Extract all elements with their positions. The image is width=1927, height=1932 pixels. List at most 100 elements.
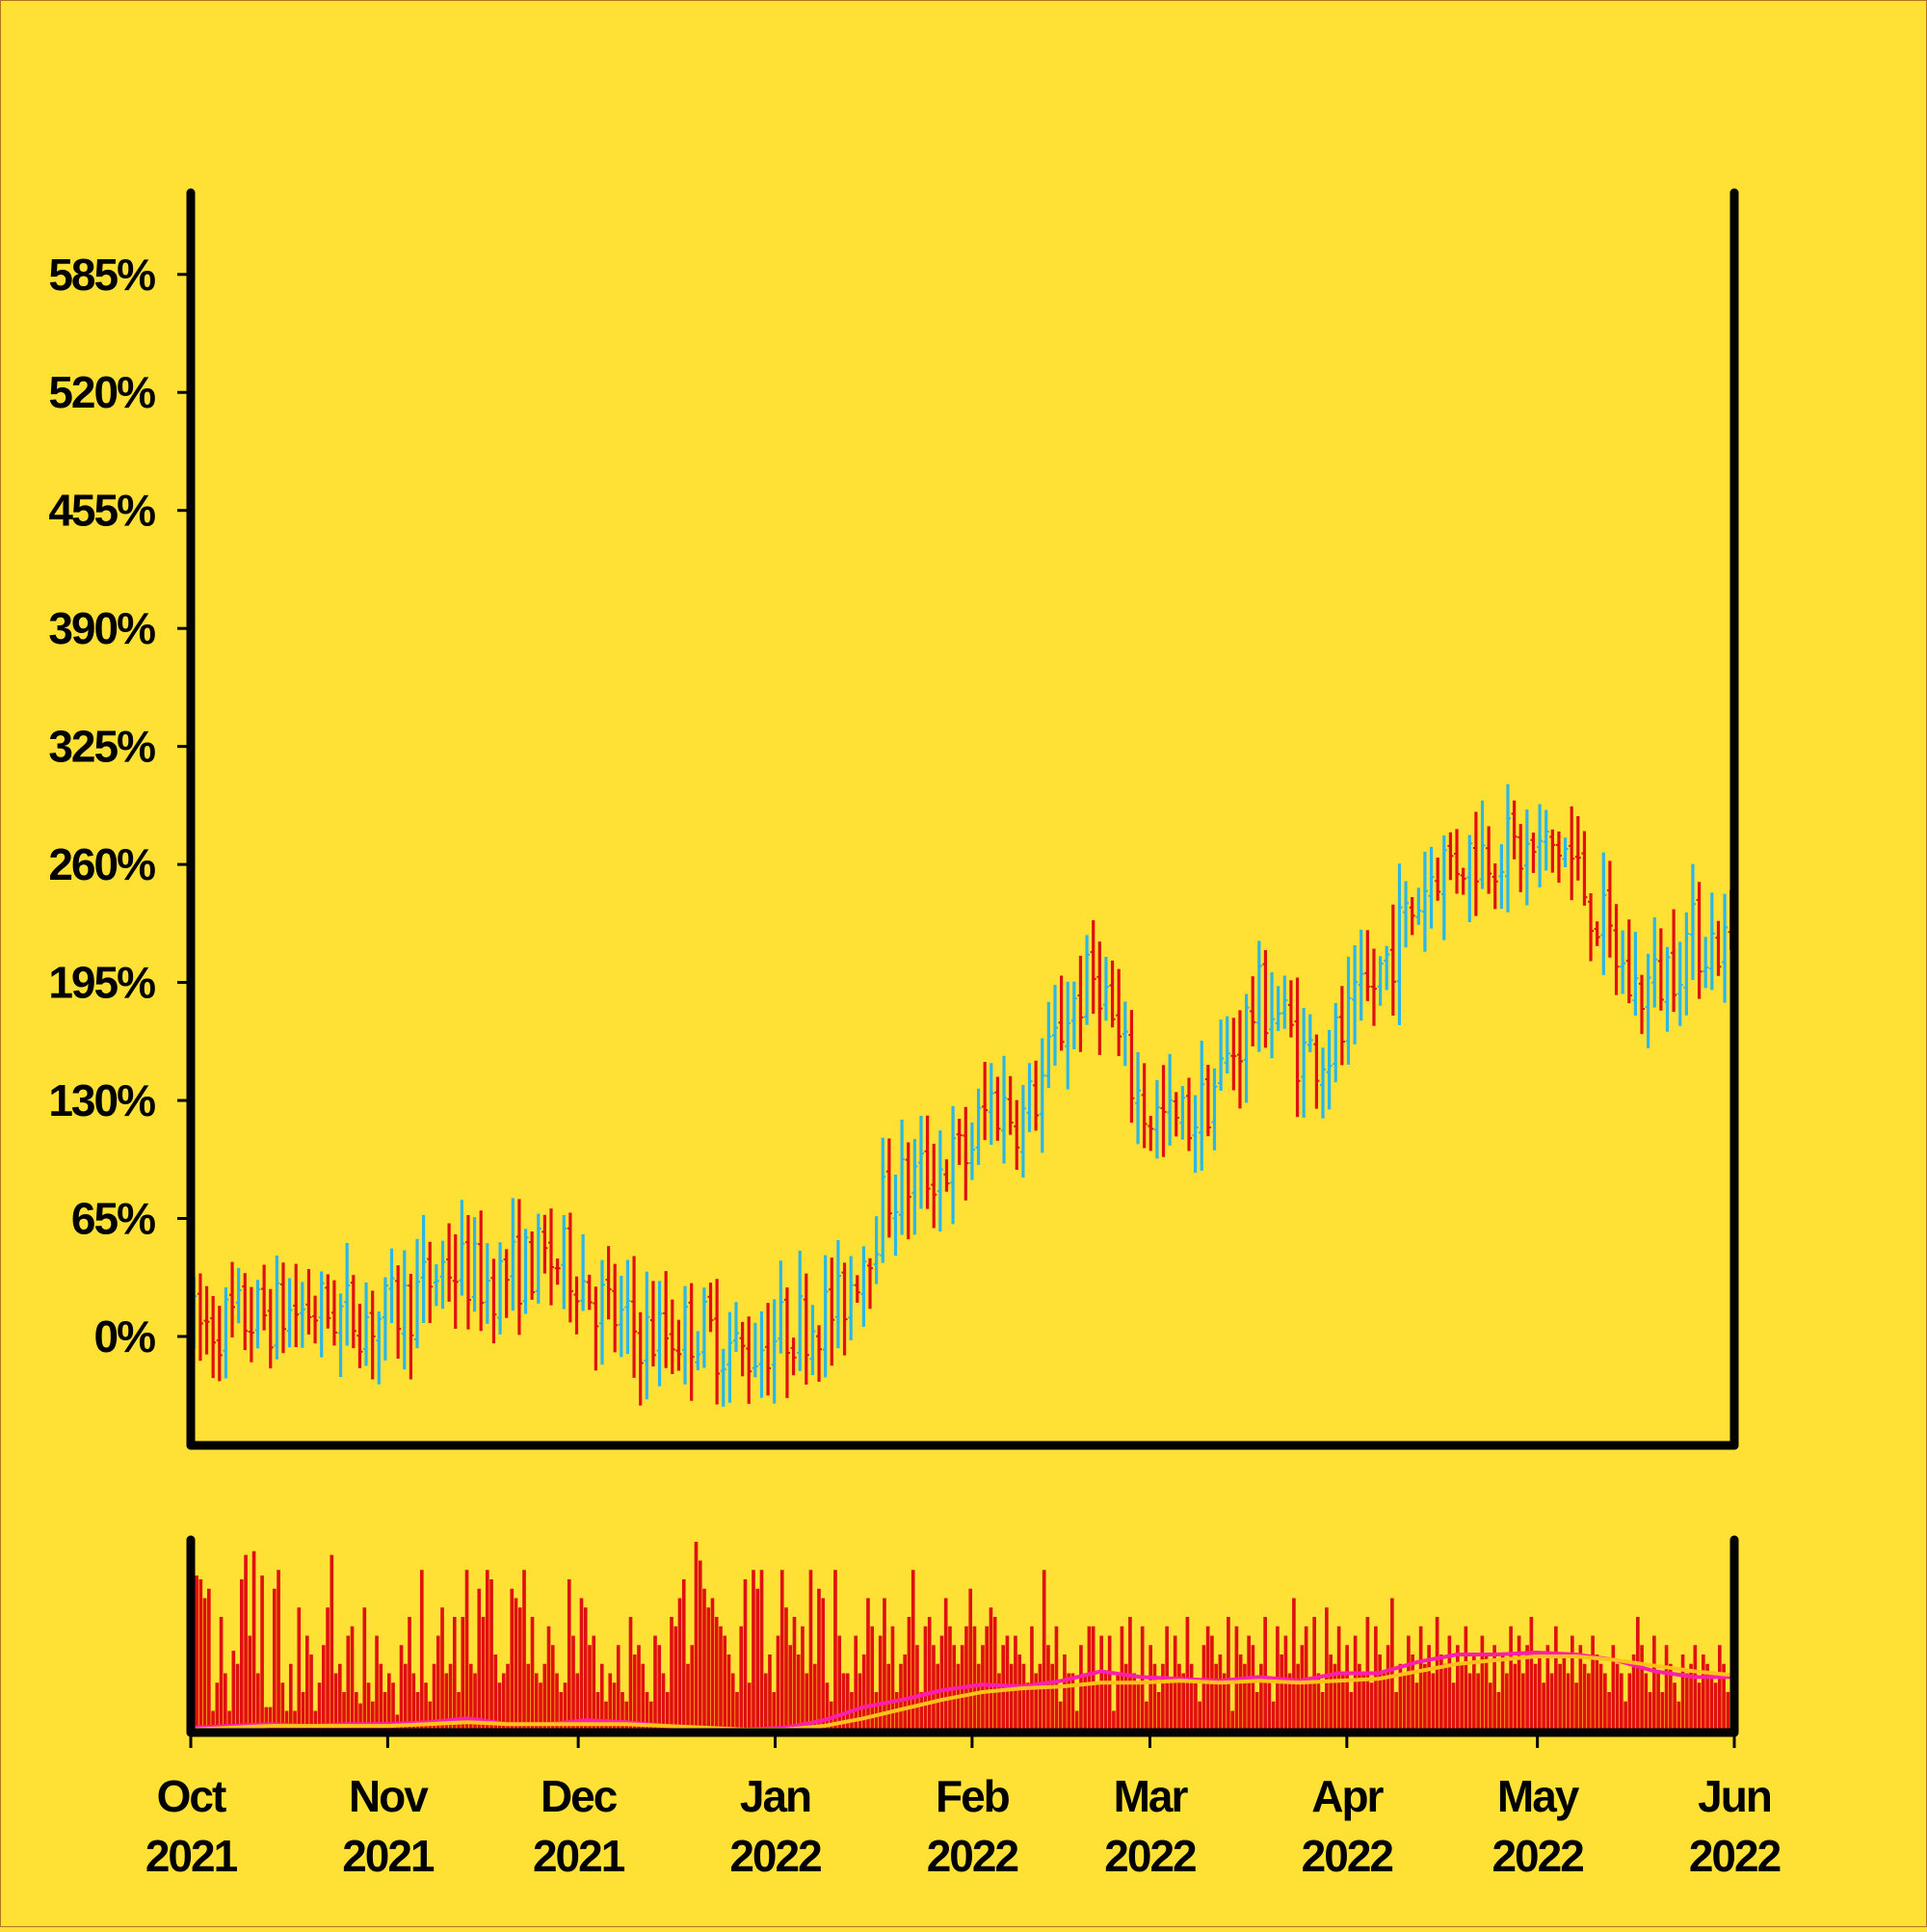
ohlc-bar [656,1281,663,1387]
volume-bar [1451,1682,1456,1730]
volume-bar [522,1570,526,1730]
volume-bar [1156,1692,1161,1730]
volume-bar [223,1673,227,1730]
ohlc-bar [854,1275,860,1303]
ohlc-bar [975,1088,982,1165]
ohlc-bar [1333,1002,1339,1083]
x-tick-label-year: 2021 [533,1831,625,1881]
ohlc-bar [541,1214,548,1274]
x-tick-label-month: Dec [541,1771,618,1821]
ohlc-bar [490,1258,497,1344]
y-tick-label: 325% [48,722,155,772]
x-tick-label-year: 2022 [729,1831,821,1881]
volume-bar [1427,1645,1431,1730]
ohlc-bar [649,1281,656,1367]
volume-bar [976,1663,981,1730]
ohlc-bar [1600,852,1607,975]
ohlc-bar [1281,975,1288,1029]
volume-bar [932,1645,936,1730]
volume-bar [796,1654,801,1730]
volume-bar [616,1645,620,1730]
ohlc-bar [197,1273,203,1362]
volume-bar [968,1588,973,1730]
volume-bar [714,1617,719,1730]
ohlc-bar [695,1331,701,1371]
volume-bar [239,1579,244,1730]
volume-bar [415,1692,420,1730]
volume-bar [1640,1645,1644,1730]
volume-bar [1169,1682,1174,1730]
ohlc-bar [1722,893,1729,1003]
volume-bar [1676,1701,1681,1730]
ohlc-bar [1230,1018,1237,1091]
ohlc-bar [1491,863,1498,910]
ohlc-bar [254,1280,261,1349]
volume-bar [874,1692,879,1730]
volume-bar [517,1607,522,1730]
volume-bar [1230,1710,1234,1730]
volume-bar [346,1635,351,1730]
ohlc-bar [803,1273,809,1385]
ohlc-bar [382,1277,388,1361]
ohlc-bar [1173,1092,1179,1137]
volume-bar [304,1635,309,1730]
ohlc-bar [1045,1001,1052,1088]
ohlc-bar [720,1348,726,1407]
ohlc-bar [1454,829,1461,894]
volume-bar [1382,1673,1386,1730]
volume-bar [231,1651,236,1730]
ohlc-bar [822,1255,829,1378]
ohlc-bar [1370,948,1377,1026]
y-tick-label: 130% [48,1075,155,1125]
volume-bar [452,1617,457,1730]
volume-bar [665,1692,670,1730]
volume-bar [1582,1663,1587,1730]
volume-bar [1280,1654,1283,1730]
volume-bar [1254,1692,1259,1730]
ohlc-bar [1555,831,1562,884]
ohlc-bar [943,1159,950,1192]
volume-bar [428,1701,433,1730]
volume-bar [489,1579,493,1730]
x-tick-label-month: Apr [1311,1771,1384,1821]
volume-bar [1017,1654,1022,1730]
ohlc-bar [1301,1007,1307,1118]
volume-bar [1591,1635,1595,1730]
volume-bar [739,1626,744,1730]
volume-bar [1697,1682,1702,1730]
ohlc-bar [963,1106,969,1201]
volume-bar [526,1663,531,1730]
ohlc-bar [395,1265,402,1360]
volume-bar [1083,1673,1088,1730]
ohlc-bar [860,1246,867,1327]
ohlc-bar [1440,835,1447,940]
volume-bar [375,1635,379,1730]
volume-bar [448,1663,453,1730]
ohlc-bar [1657,928,1664,1011]
volume-bar [592,1635,596,1730]
volume-bar [219,1617,224,1730]
volume-bar [1505,1673,1509,1730]
axes: 0% 65% 130% 195% 260% 325% 390% 455% 520% 585% Oct… [48,188,1782,1881]
x-tick-label-month: Feb [936,1771,1010,1821]
volume-bar [1271,1701,1276,1730]
ohlc-bar [726,1311,733,1403]
volume-bar [1074,1710,1079,1730]
ohlc-bar [739,1321,746,1377]
volume-bar [903,1654,908,1730]
x-tick-label-month: Oct [157,1771,226,1821]
volume-bar [735,1692,739,1730]
volume-bar [690,1645,695,1730]
ohlc-bar [1033,1060,1040,1131]
ohlc-bar [1186,1077,1193,1151]
volume-bar [1025,1682,1030,1730]
ohlc-bar [1338,986,1345,1066]
volume-bar [1713,1682,1718,1730]
volume-bar [1620,1673,1623,1730]
volume-bar [1103,1673,1108,1730]
ohlc-bar [223,1286,229,1379]
volume-bar [1689,1663,1693,1730]
ohlc-bar [618,1276,624,1358]
volume-bar [550,1645,555,1730]
volume-bar [1538,1654,1542,1730]
